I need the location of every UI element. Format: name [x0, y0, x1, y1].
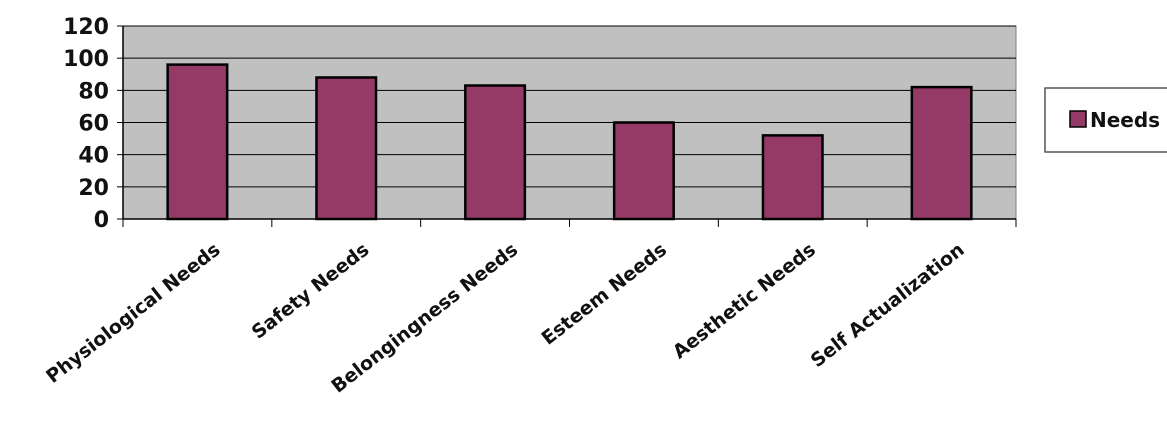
legend-label: Needs [1090, 108, 1160, 132]
y-tick-label: 20 [78, 176, 109, 201]
bar [761, 134, 824, 221]
x-category-label: Physiological Needs [42, 239, 224, 388]
y-tick-label: 40 [78, 144, 109, 169]
x-category-label: Aesthetic Needs [669, 239, 820, 364]
y-tick-label: 60 [78, 112, 109, 137]
x-category-label: Esteem Needs [538, 239, 671, 350]
x-category-label: Safety Needs [248, 239, 374, 344]
y-tick-label: 0 [94, 208, 109, 233]
legend: Needs [1044, 87, 1167, 153]
bar [910, 85, 973, 221]
bar [612, 121, 675, 221]
bar [315, 76, 378, 221]
legend-box [1044, 87, 1167, 153]
legend-swatch [1069, 110, 1087, 128]
bar [464, 84, 527, 221]
y-tick-label: 100 [63, 47, 109, 72]
y-tick-label: 120 [63, 15, 109, 40]
y-tick-label: 80 [78, 79, 109, 104]
x-category-label: Self Actualization [807, 239, 969, 372]
plot-area: 0 20 40 60 80 100 120 Physiological Needs Safety… [42, 15, 1017, 398]
bar [166, 63, 229, 221]
